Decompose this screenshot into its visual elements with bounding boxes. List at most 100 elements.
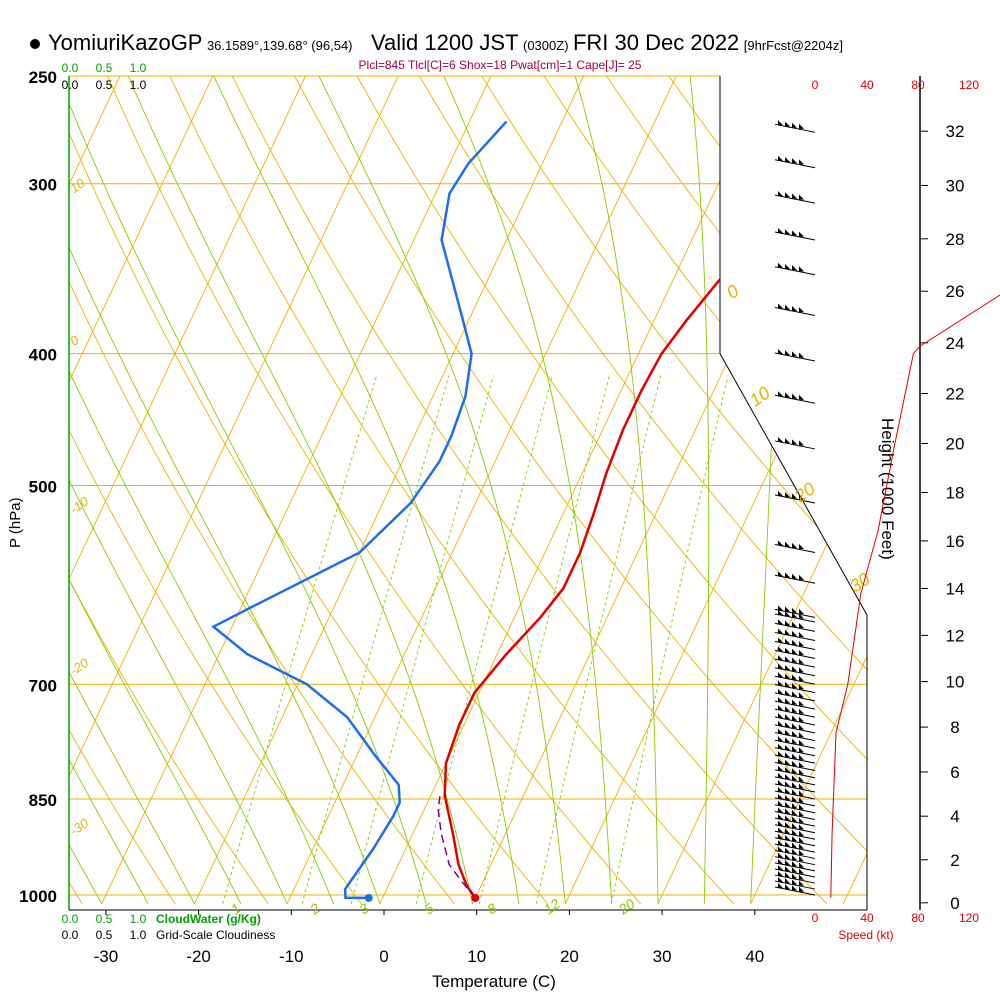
wind-barb-flag xyxy=(785,350,790,356)
wind-barb-flag xyxy=(778,751,783,757)
wind-barb-flag xyxy=(792,607,797,613)
height-tick-label: 6 xyxy=(950,763,959,782)
temperature-tick-label: 30 xyxy=(653,947,672,966)
wind-barb xyxy=(774,820,816,834)
height-tick-label: 2 xyxy=(950,851,959,870)
wind-barb xyxy=(774,786,816,800)
wind-barb-flag xyxy=(778,743,783,749)
wind-barb xyxy=(774,705,816,718)
mixing-ratio-label: 20 xyxy=(615,895,638,918)
wind-barb-flag xyxy=(785,759,790,765)
wind-barb-flag xyxy=(799,797,804,803)
wind-barb-flag xyxy=(785,744,790,750)
wind-barb-shaft xyxy=(774,123,816,133)
wind-barb-shaft xyxy=(774,790,816,800)
dry-adiabat-line xyxy=(294,76,867,905)
wind-barb-shaft xyxy=(774,886,816,896)
wind-barb-flag xyxy=(799,776,804,782)
wind-barb-shaft xyxy=(774,868,816,878)
surface-dewpoint-point xyxy=(364,893,373,902)
wind-barb-shaft xyxy=(774,159,816,169)
wind-barb-shaft xyxy=(774,817,816,827)
height-tick-label: 28 xyxy=(946,230,965,249)
wind-barb-flag xyxy=(785,229,790,235)
wind-barb xyxy=(774,436,816,450)
wind-barb-flag xyxy=(799,843,804,849)
cloudiness-bottom-tick: 0.0 xyxy=(62,928,79,942)
wind-barb-flag xyxy=(785,722,790,728)
wind-barb-flag xyxy=(792,621,797,627)
cloudiness-bottom-tick: 0.5 xyxy=(96,928,113,942)
wind-barb-flag xyxy=(792,715,797,721)
height-tick-label: 12 xyxy=(946,626,965,645)
height-tick-label: 22 xyxy=(946,385,965,404)
wind-barb-flag xyxy=(785,681,790,687)
wind-barb-flag xyxy=(799,123,804,129)
wind-barb-shaft xyxy=(774,574,816,584)
wind-barb-flag xyxy=(778,680,783,686)
series-temperature xyxy=(443,120,828,899)
wind-barb xyxy=(774,800,816,814)
pressure-tick-label: 700 xyxy=(29,676,57,695)
wind-barb-flag xyxy=(799,804,804,810)
wind-barb-flag xyxy=(785,656,790,662)
isotherm-label: 0 xyxy=(723,281,743,303)
wind-barb-flag xyxy=(778,840,783,846)
wind-barb-flag xyxy=(799,608,804,614)
dry-adiabat-line xyxy=(69,76,176,905)
wind-barb-flag xyxy=(778,772,783,778)
wind-barb-flag xyxy=(799,739,804,745)
wind-barb-flag xyxy=(799,658,804,664)
wind-barb-flag xyxy=(799,762,804,768)
wind-barb-flag xyxy=(792,158,797,164)
wind-barb-flag xyxy=(799,650,804,656)
wind-barb xyxy=(774,349,816,362)
wind-barb-flag xyxy=(799,494,804,500)
cloudwater-top-tick: 1.0 xyxy=(130,61,147,75)
height-tick-label: 24 xyxy=(946,334,965,353)
height-tick-label: 20 xyxy=(946,434,965,453)
isotherm-line xyxy=(286,76,677,904)
wind-barb-flag xyxy=(799,837,804,843)
series-parcel xyxy=(437,795,476,899)
wind-barb-flag xyxy=(778,807,783,813)
wind-barb-flag xyxy=(778,713,783,719)
wind-barb-shaft xyxy=(774,739,816,749)
mixing-ratio-label: 8 xyxy=(484,900,500,918)
wind-barb-shaft xyxy=(774,837,816,847)
wind-barb-flag xyxy=(778,883,783,888)
wind-barb-shaft xyxy=(774,862,816,872)
wind-barb-flag xyxy=(785,606,790,612)
cloudwater-bottom-tick: 0.5 xyxy=(96,912,113,926)
wind-barb-shaft xyxy=(774,494,816,504)
pressure-tick-label: 500 xyxy=(29,478,57,497)
wind-barb-flag xyxy=(778,765,783,771)
wind-barb-flag xyxy=(778,852,783,858)
wind-barb xyxy=(774,262,816,276)
wind-barb xyxy=(774,540,816,553)
pressure-tick-label: 850 xyxy=(29,791,57,810)
wind-barb xyxy=(774,680,816,694)
wind-barb-shaft xyxy=(774,724,816,734)
wind-barb-flag xyxy=(778,391,783,397)
wind-barb-flag xyxy=(799,667,804,673)
wind-barb-flag xyxy=(799,811,804,817)
temperature-tick-label: 40 xyxy=(745,947,764,966)
wind-barb-flag xyxy=(792,439,797,445)
height-axis-title: Height (1000 Feet) xyxy=(878,418,897,560)
wind-barb-flag xyxy=(799,850,804,856)
moist-adiabat-line xyxy=(69,76,427,904)
dry-adiabat-line xyxy=(69,76,455,905)
wind-barb-flag xyxy=(799,817,804,823)
wind-barb-flag xyxy=(799,790,804,796)
wind-barb-flag xyxy=(785,828,790,834)
series-layer xyxy=(211,120,828,900)
height-tick-label: 0 xyxy=(950,894,959,913)
moist-adiabat-line xyxy=(69,330,195,905)
mixing-ratio-line xyxy=(301,375,450,904)
isotherm-line xyxy=(0,76,27,904)
isotherm-line xyxy=(69,76,306,904)
wind-barb xyxy=(774,605,816,618)
wind-barb-flag xyxy=(792,730,797,736)
station-name: YomiuriKazoGP xyxy=(48,30,203,55)
